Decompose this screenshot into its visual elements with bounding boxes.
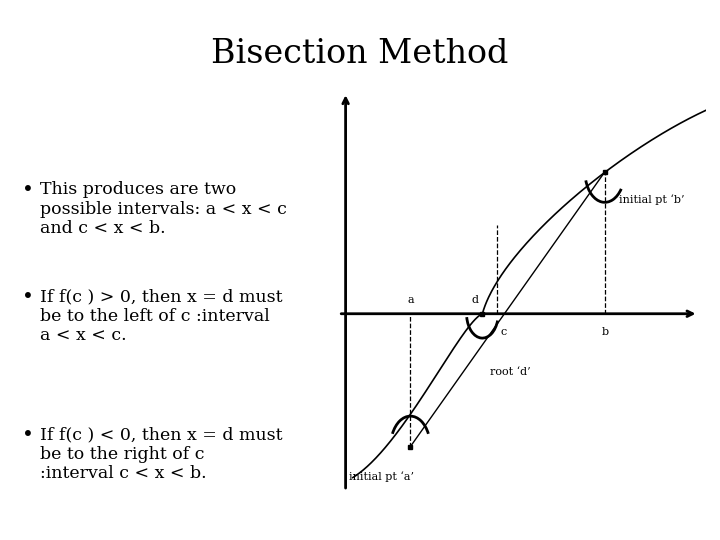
Text: initial pt ‘a’: initial pt ‘a’ bbox=[349, 471, 414, 482]
Text: •: • bbox=[22, 426, 33, 445]
Text: •: • bbox=[22, 288, 33, 307]
Text: d: d bbox=[472, 295, 479, 305]
Text: b: b bbox=[601, 327, 608, 337]
Text: If f(c ) > 0, then x = d must
be to the left of c :interval
a < x < c.: If f(c ) > 0, then x = d must be to the … bbox=[40, 288, 282, 345]
Text: root ‘d’: root ‘d’ bbox=[490, 367, 530, 377]
Text: •: • bbox=[22, 181, 33, 200]
Text: Bisection Method: Bisection Method bbox=[211, 38, 509, 70]
Text: c: c bbox=[500, 327, 507, 337]
Text: initial pt ‘b’: initial pt ‘b’ bbox=[619, 194, 685, 205]
Text: a: a bbox=[407, 295, 414, 305]
Text: If f(c ) < 0, then x = d must
be to the right of c
:interval c < x < b.: If f(c ) < 0, then x = d must be to the … bbox=[40, 426, 282, 482]
Text: This produces are two
possible intervals: a < x < c
and c < x < b.: This produces are two possible intervals… bbox=[40, 181, 287, 238]
